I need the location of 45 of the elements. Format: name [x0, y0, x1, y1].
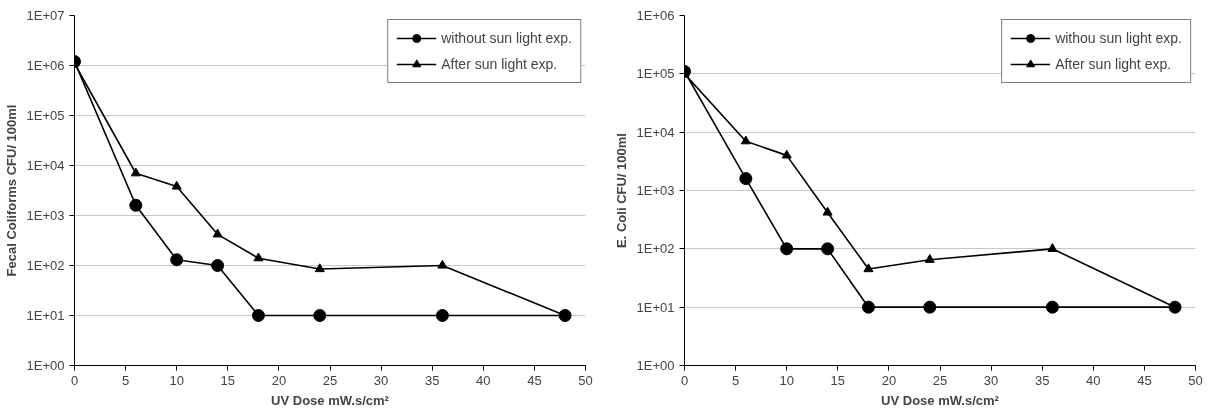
y-tick-label: 1E+02	[26, 258, 65, 273]
x-tick-label: 0	[70, 372, 79, 388]
x-tick-label: 15	[220, 372, 236, 388]
x-tick-label: 20	[271, 372, 287, 388]
y-axis-title: Fecal Coliforms CFU/ 100ml	[3, 104, 19, 277]
y-tick-label: 1E+04	[26, 158, 65, 173]
x-tick-label: 45	[527, 372, 542, 388]
legend-label: withou sun light exp.	[1055, 30, 1182, 46]
y-axis-title: E. Coli CFU/ 100ml	[613, 133, 629, 248]
y-tick-label: 1E+05	[26, 108, 65, 123]
y-tick-label: 1E+06	[636, 8, 675, 23]
x-tick-label: 15	[830, 372, 846, 388]
x-tick-label: 5	[731, 372, 740, 388]
x-tick-label: 25	[932, 372, 948, 388]
y-tick-label: 1E+01	[26, 308, 65, 323]
y-tick-label: 1E+00	[26, 358, 65, 373]
x-tick-label: 50	[1188, 372, 1203, 388]
legend-label: After sun light exp.	[441, 56, 558, 72]
y-tick-label: 1E+02	[636, 241, 675, 257]
x-tick-label: 10	[779, 372, 794, 388]
x-tick-label: 45	[1137, 372, 1152, 388]
y-tick-label: 1E+05	[636, 66, 675, 82]
y-tick-label: 1E+03	[26, 208, 65, 223]
x-tick-label: 20	[881, 372, 897, 388]
x-tick-label: 35	[424, 372, 440, 388]
x-tick-label: 30	[983, 372, 999, 388]
x-tick-label: 50	[578, 372, 593, 388]
x-axis-title: UV Dose mW.s/cm²	[271, 392, 390, 408]
x-tick-label: 30	[373, 372, 389, 388]
x-tick-label: 40	[1086, 372, 1101, 388]
x-axis-title: UV Dose mW.s/cm²	[881, 392, 1000, 408]
legend-label: without sun light exp.	[441, 30, 572, 46]
y-tick-label: 1E+04	[636, 124, 675, 140]
legend-label: After sun light exp.	[1055, 56, 1172, 72]
x-tick-label: 5	[121, 372, 130, 388]
x-tick-label: 35	[1034, 372, 1050, 388]
y-tick-label: 1E+07	[26, 8, 65, 23]
y-tick-label: 1E+03	[636, 183, 675, 198]
x-tick-label: 25	[322, 372, 338, 388]
y-tick-label: 1E+06	[26, 58, 65, 73]
x-tick-label: 10	[169, 372, 184, 388]
x-tick-label: 0	[680, 372, 689, 388]
y-tick-label: 1E+01	[636, 299, 675, 315]
x-tick-label: 40	[476, 372, 491, 388]
y-tick-label: 1E+00	[636, 358, 675, 373]
